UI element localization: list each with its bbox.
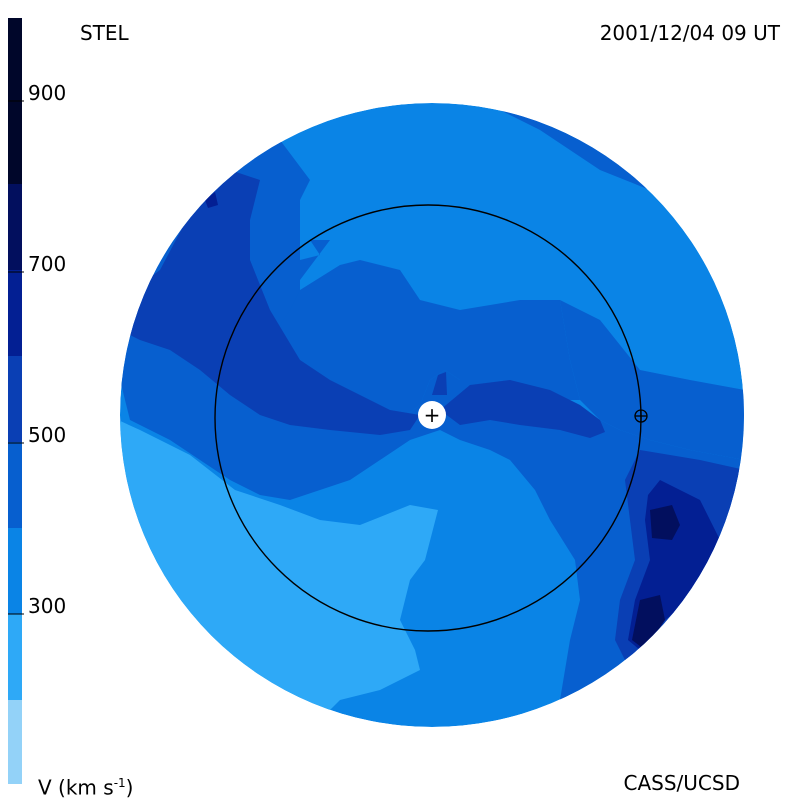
colorbar-band-300 <box>8 614 22 700</box>
region-600-700-north-spur <box>432 372 447 395</box>
quantity-label-text: V (km s <box>38 775 114 800</box>
colorbar-band-500 <box>8 442 22 528</box>
region-600-700-east-tongue <box>440 380 605 438</box>
colorbar-band-700 <box>8 270 22 356</box>
colorbar-band-200 <box>8 700 22 784</box>
colorbar <box>8 18 24 784</box>
region-500-600-central <box>120 185 744 700</box>
quantity-label-close: ) <box>125 775 134 800</box>
source-label: STEL <box>80 21 129 45</box>
region-800-900-south <box>632 595 665 650</box>
colorbar-tick-label-300: 300 <box>28 594 67 618</box>
quantity-label: V (km s-1) <box>38 772 133 799</box>
colorbar-tick-label-900: 900 <box>28 81 67 105</box>
region-500-600-east-arc <box>560 300 744 460</box>
credit-label: CASS/UCSD <box>623 771 740 795</box>
region-600-700-west <box>120 170 420 435</box>
colorbar-band-600 <box>8 356 22 442</box>
region-500-600-mid <box>270 260 580 420</box>
sun-symbol: + <box>424 403 441 427</box>
quantity-label-exponent: -1 <box>113 776 126 790</box>
colorbar-tick-label-500: 500 <box>28 423 67 447</box>
colorbar-tick-label-700: 700 <box>28 252 67 276</box>
region-800-900-southeast <box>650 505 680 540</box>
timestamp-label: 2001/12/04 09 UT <box>599 21 780 45</box>
earth-marker <box>634 409 648 423</box>
colorbar-band-800 <box>8 184 22 270</box>
sun-marker: + <box>418 401 446 429</box>
colorbar-band-400 <box>8 528 22 614</box>
region-700-800-northwest-speck <box>205 192 218 208</box>
